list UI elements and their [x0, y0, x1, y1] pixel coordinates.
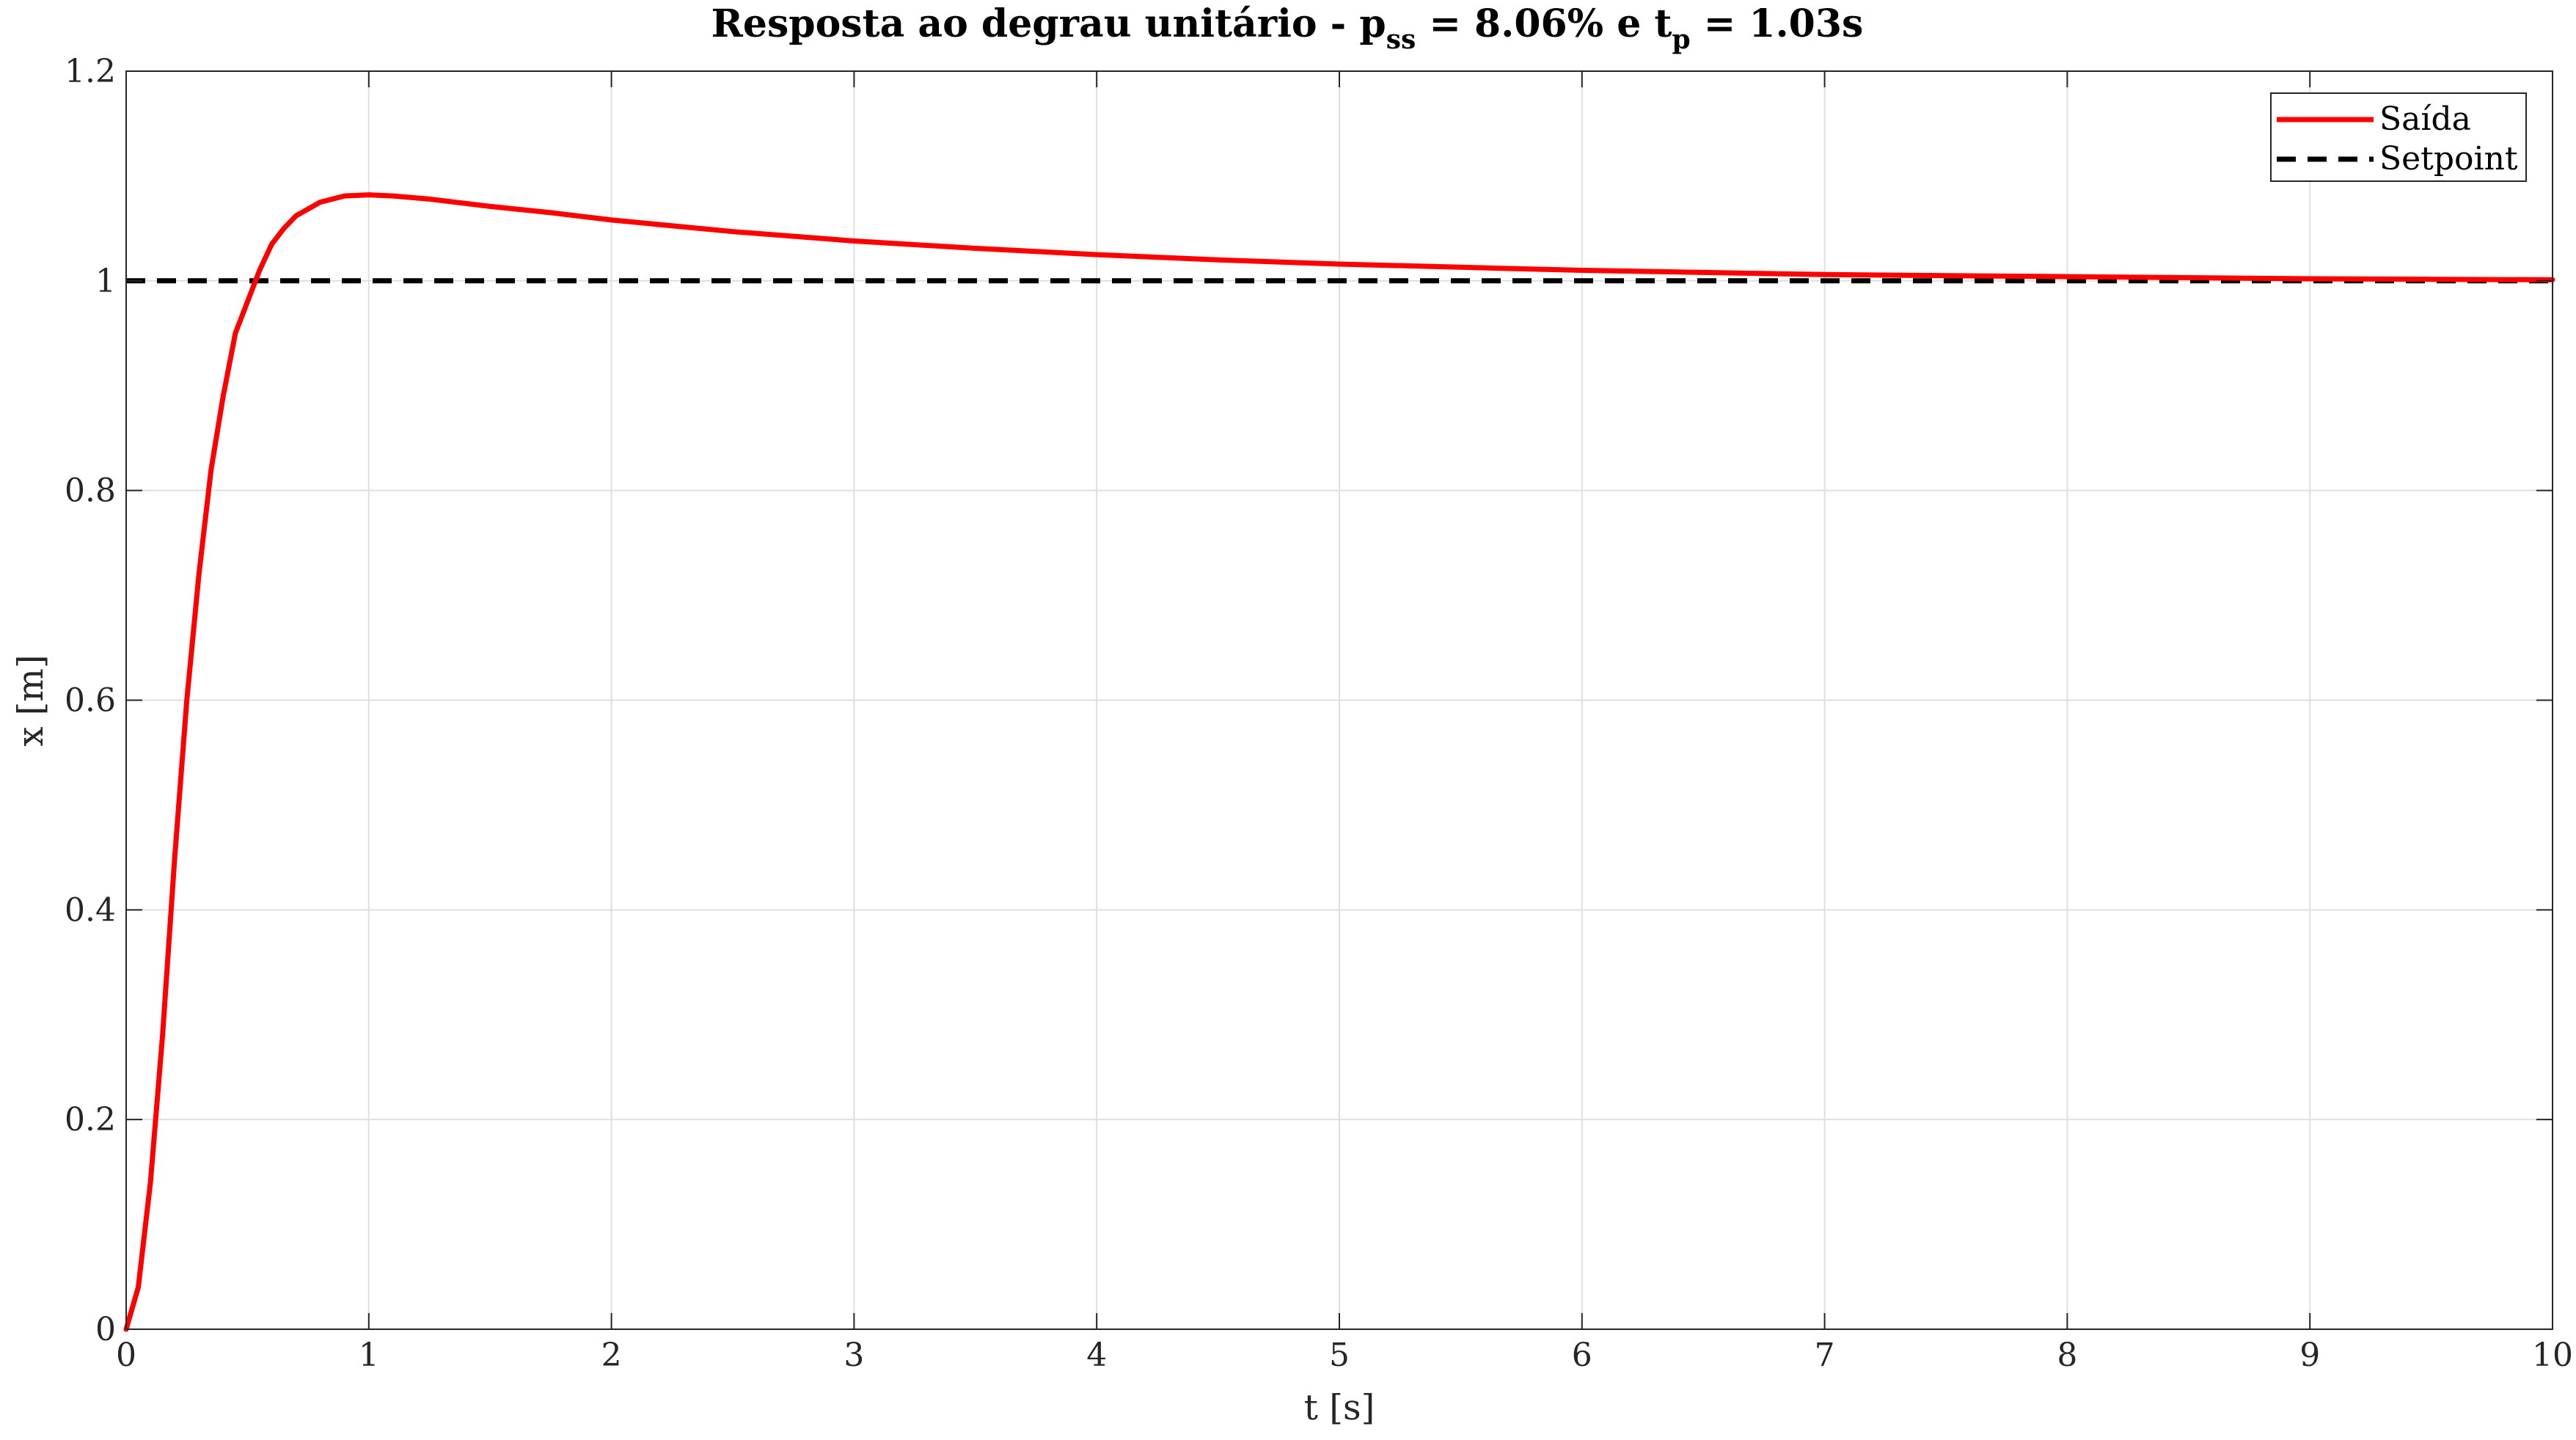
- chart-title: Resposta ao degrau unitário - pss = 8.06…: [711, 1, 1864, 55]
- y-tick-label: 0: [95, 1311, 116, 1348]
- x-tick-label: 10: [2532, 1337, 2573, 1374]
- title-sub-ss: ss: [1386, 24, 1416, 55]
- x-tick-label: 2: [601, 1337, 622, 1374]
- y-tick-label: 1: [95, 263, 116, 300]
- x-tick-label: 8: [2057, 1337, 2077, 1374]
- title-middle: = 8.06% e t: [1416, 1, 1672, 46]
- x-tick-label: 1: [359, 1337, 379, 1374]
- y-tick-label: 0.2: [65, 1101, 116, 1139]
- legend-label-saida: Saída: [2379, 100, 2471, 138]
- ticks: 0 1 2 3 4 5 6 7 8 9 10 0 0.2 0.4 0.6 0.8 1 1.2: [65, 53, 2573, 1374]
- x-tick-label: 7: [1815, 1337, 1835, 1374]
- y-axis-label: x [m]: [10, 654, 51, 746]
- x-tick-label: 9: [2299, 1337, 2320, 1374]
- x-tick-label: 0: [116, 1337, 136, 1374]
- legend-box: [2270, 92, 2527, 182]
- x-tick-label: 4: [1086, 1337, 1107, 1374]
- y-tick-label: 0.6: [65, 682, 116, 720]
- series-layer: [123, 192, 2555, 1332]
- plot-area: 0 1 2 3 4 5 6 7 8 9 10 0 0.2 0.4 0.6 0.8 1 1.2: [65, 53, 2573, 1374]
- series-line-saida: [123, 192, 2555, 1332]
- title-suffix: = 1.03s: [1691, 1, 1864, 46]
- title-prefix: Resposta ao degrau unitário - p: [711, 1, 1386, 46]
- title-sub-p: p: [1672, 24, 1690, 55]
- y-tick-label: 0.4: [65, 891, 116, 929]
- x-axis-label: t [s]: [1304, 1387, 1375, 1428]
- y-tick-label: 0.8: [65, 472, 116, 510]
- x-tick-label: 5: [1329, 1337, 1350, 1374]
- x-tick-label: 3: [844, 1337, 864, 1374]
- legend: Saída Setpoint: [2270, 92, 2527, 182]
- x-tick-label: 6: [1572, 1337, 1592, 1374]
- y-tick-label: 1.2: [65, 53, 116, 90]
- legend-label-setpoint: Setpoint: [2379, 140, 2518, 178]
